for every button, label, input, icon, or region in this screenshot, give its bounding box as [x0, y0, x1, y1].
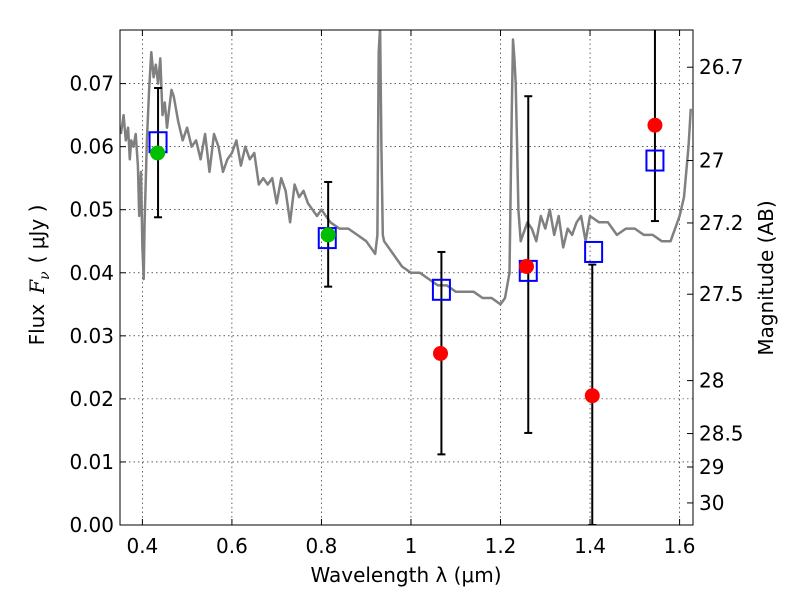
x-tick-label: 1.4	[574, 534, 606, 558]
model-spectrum-line	[120, 30, 693, 306]
model-photometry-square	[431, 278, 451, 301]
red-detection-point	[647, 117, 663, 133]
y-tick-label: 0.06	[69, 135, 114, 159]
y-tick-label: 0.07	[69, 72, 114, 96]
model-photometry-square	[584, 240, 604, 263]
right-tick-label: 28.5	[699, 422, 744, 446]
right-axis-title: Magnitude (AB)	[754, 200, 778, 355]
right-tick-label: 30	[699, 491, 724, 515]
red-detection-point	[518, 258, 534, 274]
y-tick-label: 0.01	[69, 450, 114, 474]
x-tick-label: 1	[405, 534, 418, 558]
x-tick-label: 1.2	[485, 534, 517, 558]
y-tick-label: 0.05	[69, 198, 114, 222]
tick-layer: 0.4 0.6 0.8 1 1.2 1.4 1.6 0.00 0.01 0.02 0.03 0.04 0…	[69, 30, 744, 558]
right-tick-label: 26.7	[699, 55, 744, 79]
red-detection-point	[433, 345, 449, 361]
x-tick-label: 0.6	[216, 534, 248, 558]
y-tick-label: 0.02	[69, 387, 114, 411]
plot-frame	[119, 29, 694, 526]
y-tick-label: 0.03	[69, 324, 114, 348]
right-tick-label: 27	[699, 149, 724, 173]
right-tick-label: 29	[699, 455, 724, 479]
spectrum-layer	[120, 30, 693, 306]
green-detection-point	[320, 227, 336, 243]
y-tick-label: 0.04	[69, 261, 114, 285]
model-photometry-square	[645, 149, 665, 172]
grid	[120, 30, 693, 525]
errorbar-layer	[154, 30, 659, 525]
right-tick-label: 27.5	[699, 282, 744, 306]
x-tick-label: 0.8	[306, 534, 338, 558]
x-axis-title: Wavelength λ (μm)	[310, 563, 501, 587]
green-detection-point	[150, 145, 166, 161]
red-detection-point	[584, 388, 600, 404]
x-tick-label: 1.6	[664, 534, 696, 558]
y-tick-label: 0.00	[69, 513, 114, 537]
right-tick-label: 28	[699, 369, 724, 393]
x-tick-label: 0.4	[126, 534, 158, 558]
marker-layer	[148, 117, 665, 404]
right-tick-label: 27.2	[699, 211, 744, 235]
y-axis-title: FluxFν( μJy )	[25, 205, 53, 346]
